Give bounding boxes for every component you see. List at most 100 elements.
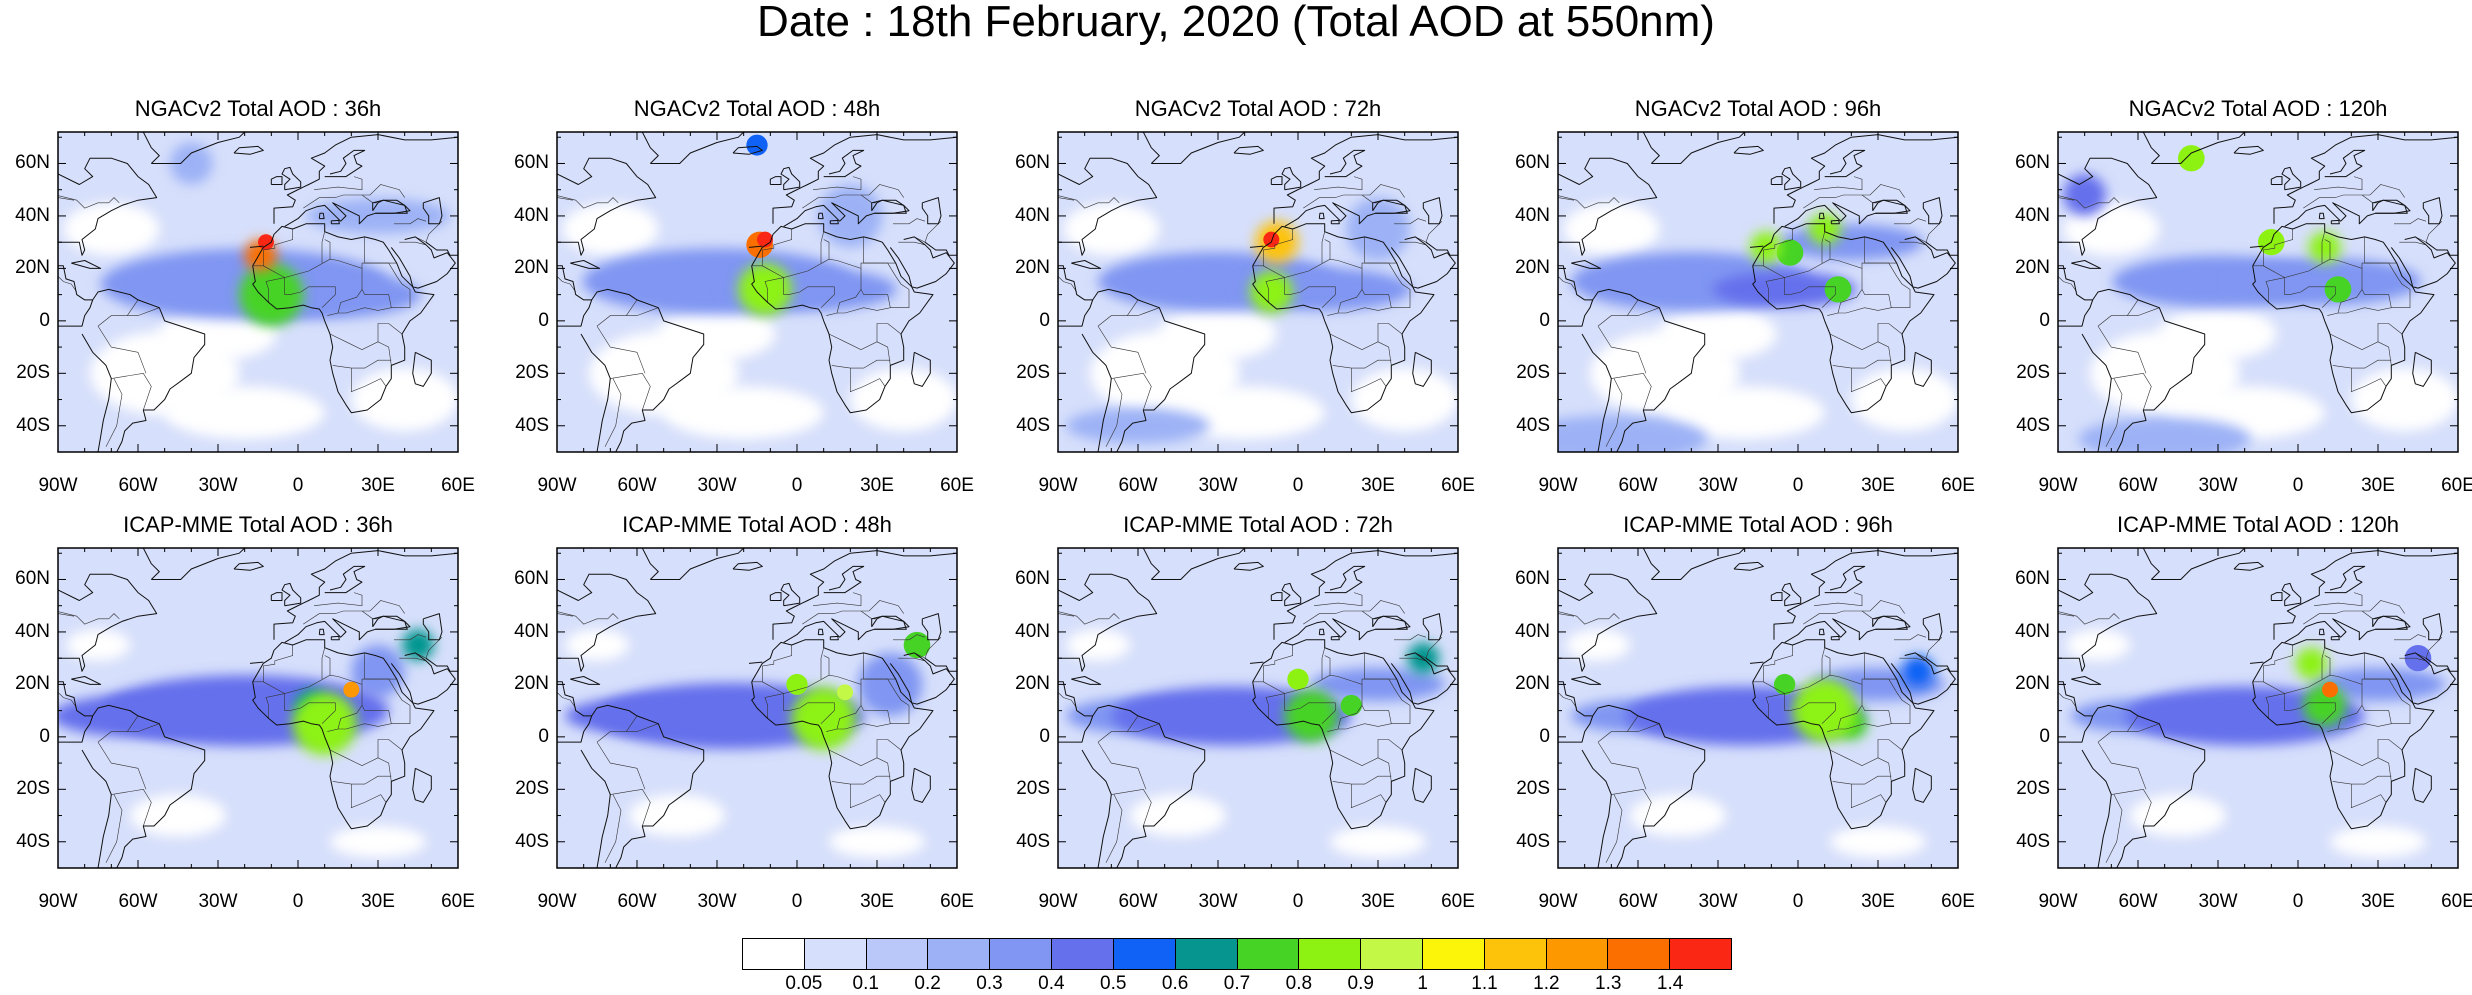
panel-title: NGACv2 Total AOD : 36h bbox=[134, 96, 382, 121]
aod-clean-patch bbox=[164, 386, 325, 439]
country-border bbox=[1415, 220, 1443, 243]
country-border bbox=[1763, 674, 1863, 732]
country-border bbox=[626, 723, 659, 732]
lat-tick-label: 0 bbox=[1039, 309, 1050, 331]
aod-plume bbox=[738, 263, 792, 316]
coastline bbox=[58, 299, 94, 327]
coastline bbox=[2058, 681, 2206, 868]
aod-clean-patch bbox=[1659, 307, 1777, 361]
country-border bbox=[2111, 372, 2152, 411]
country-border bbox=[762, 674, 862, 732]
country-border bbox=[1851, 378, 1887, 393]
country-border bbox=[1558, 197, 1575, 201]
country-border bbox=[263, 674, 363, 732]
country-border bbox=[111, 788, 152, 827]
lon-tick-label: 90W bbox=[1038, 475, 1078, 496]
lon-tick-label: 60E bbox=[1941, 891, 1975, 912]
map-panel: ICAP-MME Total AOD : 48h 60N 40N 20N 0 20S 40S… bbox=[514, 512, 974, 912]
coastline bbox=[557, 157, 657, 256]
coastline bbox=[1058, 265, 1206, 452]
country-border bbox=[1558, 613, 1575, 617]
coastline bbox=[1270, 592, 1283, 601]
aod-plume bbox=[2063, 173, 2106, 216]
country-border bbox=[2105, 794, 2123, 863]
coastline bbox=[1318, 628, 1325, 636]
coastline bbox=[71, 676, 102, 685]
coastline bbox=[2330, 219, 2340, 225]
country-border bbox=[2058, 611, 2120, 625]
lon-tick-label: 30W bbox=[2198, 891, 2238, 912]
lon-tick-label: 60W bbox=[1618, 475, 1658, 496]
coastline bbox=[557, 265, 705, 452]
coastline bbox=[1249, 661, 1264, 664]
coastline bbox=[71, 260, 102, 269]
aod-plume bbox=[2404, 645, 2432, 672]
coastline bbox=[769, 592, 782, 601]
coastline bbox=[1324, 149, 1366, 178]
colorbar bbox=[742, 938, 1732, 970]
coastline bbox=[924, 241, 957, 256]
coastline bbox=[2425, 241, 2458, 256]
coastline bbox=[2281, 582, 2302, 607]
coastline bbox=[1781, 582, 1802, 607]
coastline bbox=[284, 615, 411, 643]
lon-tick-label: 0 bbox=[1292, 891, 1304, 912]
lon-tick-label: 60E bbox=[940, 891, 974, 912]
coastline bbox=[1733, 561, 1764, 571]
coastline bbox=[817, 628, 824, 636]
country-border bbox=[820, 647, 824, 680]
country-border bbox=[351, 378, 387, 393]
panel-title: NGACv2 Total AOD : 120h bbox=[2128, 96, 2388, 121]
country-border bbox=[1824, 655, 1831, 676]
country-border bbox=[764, 693, 784, 719]
aod-plume bbox=[1346, 197, 1410, 261]
lon-tick-label: 30E bbox=[1361, 891, 1395, 912]
country-border bbox=[828, 739, 902, 767]
lat-tick-label: 0 bbox=[1039, 725, 1050, 747]
country-border bbox=[893, 634, 926, 641]
country-border bbox=[1765, 277, 1785, 303]
coastline bbox=[1818, 212, 1825, 220]
panel-title: NGACv2 Total AOD : 48h bbox=[633, 96, 881, 121]
aod-map bbox=[1557, 547, 1959, 869]
lat-tick-label: 0 bbox=[39, 725, 50, 747]
country-border bbox=[1127, 307, 1160, 316]
coastline bbox=[1925, 657, 1958, 672]
coastline bbox=[829, 635, 839, 641]
tick-marks bbox=[556, 132, 958, 453]
aod-map bbox=[556, 131, 958, 453]
country-border bbox=[2097, 299, 2139, 327]
aod-plume bbox=[2324, 276, 2352, 303]
country-border bbox=[557, 195, 619, 209]
colorbar-bin bbox=[743, 939, 805, 969]
country-border bbox=[2127, 307, 2160, 316]
colorbar-bin bbox=[1299, 939, 1362, 969]
country-border bbox=[783, 693, 835, 724]
aod-plume bbox=[1310, 667, 1446, 701]
coastline bbox=[748, 661, 763, 664]
tick-marks bbox=[556, 548, 958, 869]
coastline bbox=[1372, 615, 1408, 630]
country-border bbox=[2332, 359, 2392, 369]
country-border bbox=[1097, 741, 1147, 790]
country-border bbox=[2097, 325, 2147, 374]
lat-tick-label: 40S bbox=[16, 830, 50, 852]
country-border bbox=[1894, 218, 1927, 225]
country-border bbox=[812, 176, 862, 191]
lon-tick-label: 60W bbox=[2118, 475, 2158, 496]
country-border bbox=[58, 195, 120, 209]
colorbar-bin bbox=[804, 939, 867, 969]
country-border bbox=[1597, 741, 1647, 790]
lat-tick-label: 60N bbox=[15, 568, 50, 590]
country-border bbox=[1915, 636, 1943, 659]
lat-tick-label: 0 bbox=[538, 309, 549, 331]
coastline bbox=[1318, 212, 1325, 220]
colorbar-label: 0.8 bbox=[1285, 973, 1313, 994]
country-border bbox=[1829, 739, 1903, 767]
coastline bbox=[1233, 561, 1264, 571]
coastline bbox=[921, 613, 942, 641]
country-border bbox=[1324, 239, 1331, 260]
coastline bbox=[911, 767, 931, 803]
aod-clean-patch bbox=[1063, 202, 1160, 256]
lat-tick-label: 60N bbox=[15, 152, 50, 174]
